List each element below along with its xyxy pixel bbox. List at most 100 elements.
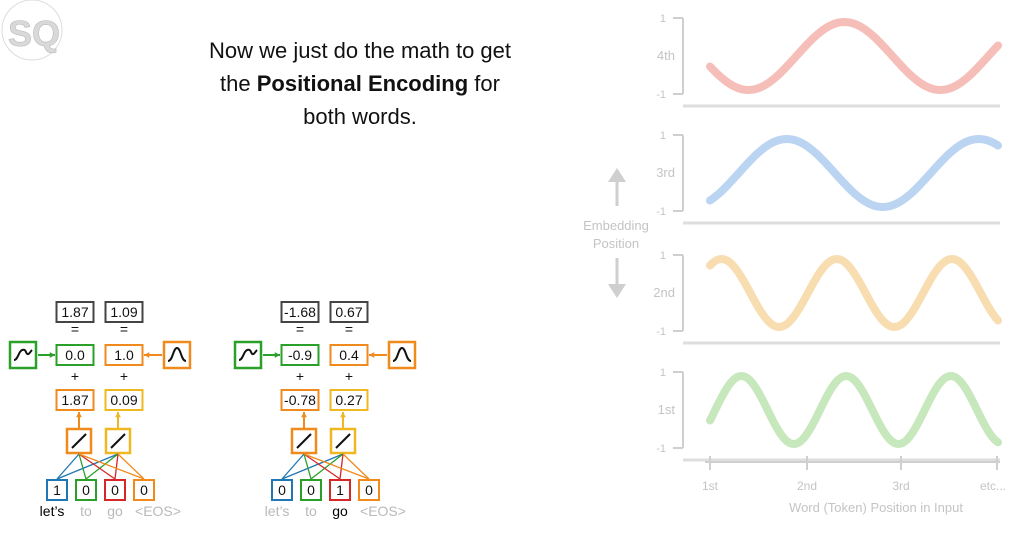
panel-y-tick-top-label: 1 [660,250,666,262]
logo-text: SQ [8,13,60,54]
sine-icon [233,340,263,370]
linear-arrow-1-head [301,412,307,418]
weight-line-b-1 [85,453,119,480]
chart-panel-2nd: 1 -1 2nd [653,250,1002,345]
one-hot-1-box [300,479,322,501]
position-value-2-box [329,344,369,366]
equals-sign-2: = [120,321,128,337]
one-hot-2-value: 0 [111,482,119,498]
equals-sign-2: = [345,321,353,337]
panel-y-tick-bottom-label: -1 [656,326,666,338]
result-2-box [329,301,369,323]
down-arrow-head [608,284,626,298]
panel-y-tick-top-label: 1 [660,130,666,142]
one-hot-0-value: 1 [53,482,61,498]
cosine-icon-curve [167,346,187,362]
position-value-2-value: 0.4 [339,347,359,363]
result-1-value: -1.68 [284,304,316,320]
linear-node-2 [104,427,132,455]
embedding-value-2-value: 0.27 [335,392,362,408]
panel-y-tick-top-label: 1 [660,367,666,379]
result-2-box [104,301,144,323]
x-axis-title: Word (Token) Position in Input [789,500,963,515]
one-hot-0-box [271,479,293,501]
chart-panel-4th: 1 -1 4th [656,13,1002,108]
linear-node-2-line [335,433,351,449]
cosine-icon-frame [387,340,417,370]
embedding-value-1-value: -0.78 [284,392,316,408]
caption-line-2-pre: the [220,71,257,96]
weight-line-b-2 [339,453,344,480]
one-hot-3-value: 0 [140,482,148,498]
position-value-1-box [55,344,95,366]
one-hot-1-value: 0 [307,482,315,498]
position-value-1-box [280,344,320,366]
cosine-arrow-head [144,352,150,358]
embedding-value-1-box [55,389,95,411]
caption-bold-term: Positional Encoding [256,71,469,96]
position-value-1-value: -0.9 [288,347,312,363]
sine-icon-frame [233,340,263,370]
token-label-1: to [305,503,317,519]
result-2-value: 1.09 [110,304,137,320]
cosine-icon [162,340,192,370]
equals-sign-1: = [71,321,79,337]
result-1-box [280,301,320,323]
plus-sign-1: + [71,368,79,384]
sine-arrow-head [49,352,55,358]
weight-line-a-2 [78,453,116,480]
position-value-1-value: 0.0 [65,347,85,363]
up-arrow-head [608,168,626,182]
weight-line-b-0 [281,453,344,480]
chart-panel-3rd: 1 -1 3rd [656,130,1002,225]
token-label-0: let’s [265,503,290,519]
weight-line-b-0 [56,453,119,480]
weight-line-a-1 [303,453,312,480]
one-hot-3-box [358,479,380,501]
result-2-value: 0.67 [335,304,362,320]
panel-y-tick-bottom-label: -1 [656,89,666,101]
sine-icon-curve [238,348,258,361]
cosine-arrow-head [369,352,375,358]
sine-arrow-head [274,352,280,358]
caption-line-1: Now we just do the math to get [208,38,512,63]
caption-line-3: both words. [303,104,417,129]
panel-curve [706,254,1002,332]
one-hot-3-box [133,479,155,501]
one-hot-1-box [75,479,97,501]
cosine-icon-curve [392,346,412,362]
embedding-value-1-value: 1.87 [61,392,88,408]
plus-sign-2: + [120,368,128,384]
position-value-2-value: 1.0 [114,347,134,363]
embedding-value-2-value: 0.09 [110,392,137,408]
linear-node-2 [329,427,357,455]
token-label-2: go [107,503,123,519]
linear-node-2-frame [329,427,357,455]
token-label-3: <EOS> [135,503,181,519]
chart-panel-1st: 1 -1 1st [656,367,1002,462]
x-tick-label-3: etc... [980,479,1006,493]
logo: SQ [1,0,63,61]
chart-x-axis: 1st 2nd 3rd etc... Word (Token) Position in … [702,456,1006,515]
panel-label: 1st [658,402,676,417]
sine-icon-frame [8,340,38,370]
one-hot-2-box [104,479,126,501]
linear-arrow-1-head [76,412,82,418]
weight-line-a-0 [281,453,305,480]
cosine-icon [387,340,417,370]
weight-line-b-3 [117,453,145,480]
one-hot-3-value: 0 [365,482,373,498]
equals-sign-1: = [296,321,304,337]
embedding-label-line-1: Embedding [583,218,649,233]
one-hot-2-box [329,479,351,501]
caption: Now we just do the math to get the Posit… [150,34,570,133]
weight-line-a-3 [303,453,370,480]
token-label-2: go [332,503,348,519]
plus-sign-2: + [345,368,353,384]
embedding-position-indicator: Embedding Position [583,168,649,298]
panel-y-tick-top-label: 1 [660,13,666,25]
panel-y-tick-bottom-label: -1 [656,443,666,455]
one-hot-0-box [46,479,68,501]
cosine-icon-frame [162,340,192,370]
